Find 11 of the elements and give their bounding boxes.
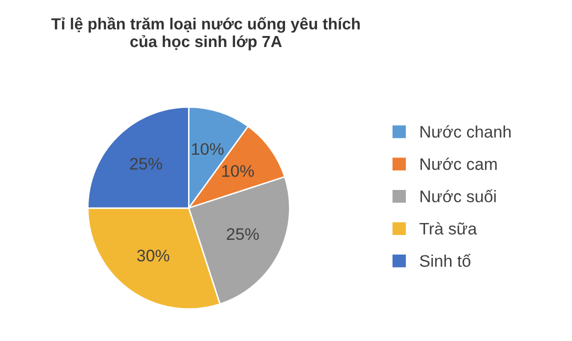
legend-label: Trà sữa: [420, 222, 477, 235]
data-label: 10%: [222, 165, 254, 177]
legend-label: Sinh tố: [420, 254, 471, 267]
data-label: 25%: [226, 228, 259, 240]
data-label: 30%: [137, 250, 170, 262]
legend-label: Nước cam: [420, 158, 497, 170]
data-label: 25%: [130, 158, 162, 170]
data-label: 10%: [192, 143, 224, 155]
legend-label: Nước suối: [420, 189, 496, 202]
chart-title: Tỉ lệ phần trăm loại nước uống yêu thích của học sinh lớp 7A: [51, 17, 360, 50]
legend-label: Nước chanh: [420, 125, 511, 138]
